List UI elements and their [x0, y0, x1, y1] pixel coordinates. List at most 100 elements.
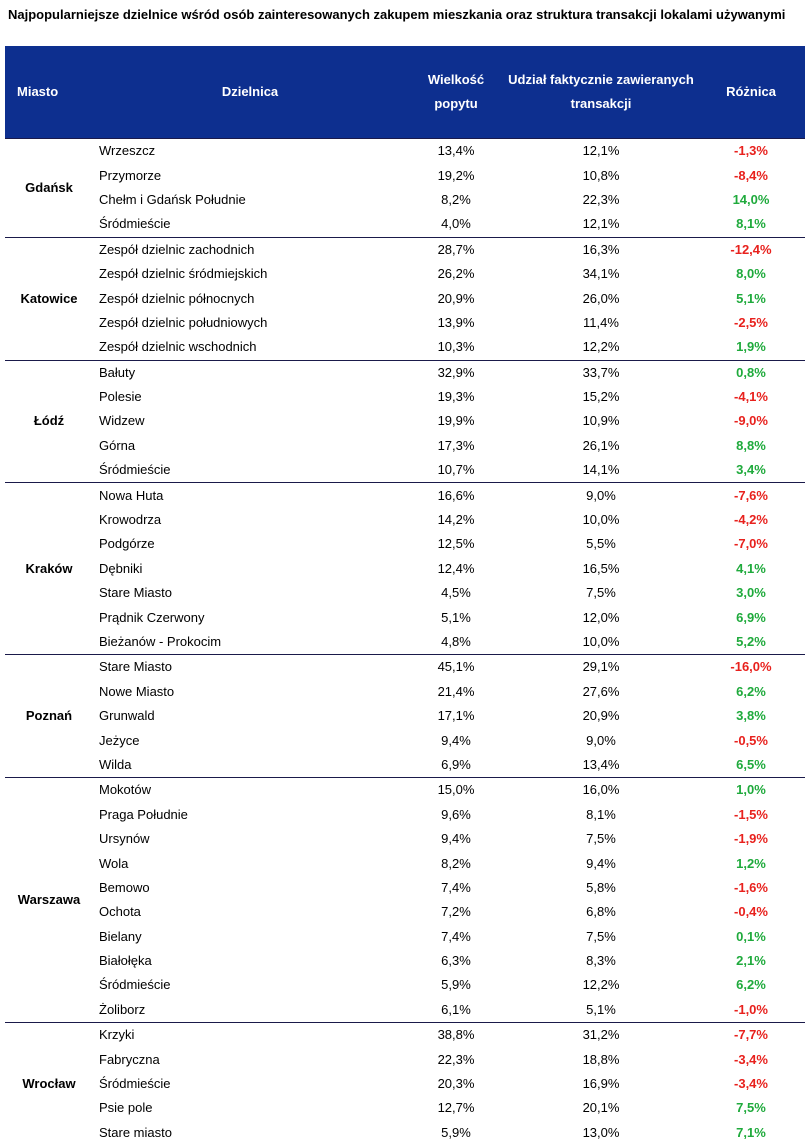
share-cell: 16,9%	[582, 1076, 620, 1092]
table-row: Stare miasto 5,9% 13,0% 7,1%	[5, 1121, 805, 1145]
difference-cell: -12,4%	[697, 236, 805, 262]
district-cell: Psie pole	[99, 1100, 153, 1116]
difference-cell: 4,1%	[736, 560, 766, 576]
table-row: Krowodrza 14,2% 10,0% -4,2%	[5, 508, 805, 532]
share-cell: 22,3%	[582, 191, 620, 207]
difference-cell: -3,4%	[734, 1051, 768, 1067]
table-row: Katowice Zespół dzielnic zachodnich 28,7% 1…	[5, 236, 805, 361]
share-cell: 7,5%	[586, 928, 616, 944]
demand-cell: 7,4%	[441, 879, 471, 895]
demand-cell: 19,2%	[437, 167, 475, 183]
district-cell: Stare Miasto	[99, 585, 172, 601]
table-title: Najpopularniejsze dzielnice wśród osób z…	[8, 7, 786, 22]
table-row: Górna 17,3% 26,1% 8,8%	[5, 434, 805, 458]
demand-cell: 5,9%	[441, 1124, 471, 1140]
demand-cell: 9,6%	[441, 806, 471, 822]
table-row: Chełm i Gdańsk Południe 8,2% 22,3% 14,0%	[5, 188, 805, 212]
table-row: Zespół dzielnic południowych 13,9% 11,4% -2…	[5, 311, 805, 335]
share-cell: 10,0%	[582, 634, 620, 649]
demand-cell: 8,2%	[441, 855, 471, 871]
table-row: Śródmieście 4,0% 12,1% 8,1%	[5, 212, 805, 237]
district-cell: Wilda	[99, 756, 132, 772]
share-cell: 18,8%	[582, 1051, 620, 1067]
demand-cell: 6,3%	[441, 953, 471, 969]
demand-cell: 9,4%	[441, 831, 471, 847]
share-cell: 13,0%	[582, 1124, 620, 1140]
demand-cell: 4,8%	[441, 634, 471, 649]
city-cell: Poznań	[5, 654, 93, 778]
difference-cell: 3,4%	[736, 462, 766, 478]
share-cell: 33,7%	[505, 359, 697, 385]
district-cell: Stare miasto	[99, 1124, 172, 1140]
district-cell: Bałuty	[93, 359, 407, 385]
difference-cell: -7,7%	[697, 1022, 805, 1048]
share-cell: 20,1%	[582, 1100, 620, 1116]
share-cell: 5,8%	[586, 879, 616, 895]
district-cell: Bieżanów - Prokocim	[99, 634, 222, 649]
difference-cell: 1,0%	[697, 777, 805, 803]
difference-cell: 5,1%	[736, 290, 766, 306]
district-cell: Widzew	[99, 413, 145, 429]
share-cell: 12,0%	[582, 609, 620, 625]
district-cell: Chełm i Gdańsk Południe	[99, 191, 246, 207]
table-row: Praga Południe 9,6% 8,1% -1,5%	[5, 803, 805, 827]
share-cell: 15,2%	[582, 389, 620, 405]
district-cell: Podgórze	[99, 536, 155, 552]
table-row: Kraków Nowa Huta 16,6% 9,0% -7,6%	[5, 482, 805, 655]
share-cell: 9,4%	[586, 855, 616, 871]
share-cell: 29,1%	[505, 654, 697, 680]
difference-cell: -1,3%	[697, 138, 805, 164]
city-cell: Łódź	[5, 359, 93, 483]
table-row: Wola 8,2% 9,4% 1,2%	[5, 851, 805, 875]
table-row: Polesie 19,3% 15,2% -4,1%	[5, 385, 805, 409]
column-header-dzielnica: Dzielnica	[93, 46, 407, 139]
column-header-miasto: Miasto	[5, 46, 93, 139]
district-cell: Prądnik Czerwony	[99, 609, 205, 625]
city-cell: Kraków	[5, 482, 93, 655]
city-cell: Katowice	[5, 236, 93, 361]
demand-cell: 15,0%	[407, 777, 505, 803]
table-row: Przymorze 19,2% 10,8% -8,4%	[5, 163, 805, 187]
district-cell: Śródmieście	[99, 977, 171, 993]
table-row: Widzew 19,9% 10,9% -9,0%	[5, 409, 805, 433]
difference-cell: -1,5%	[734, 806, 768, 822]
share-cell: 5,1%	[586, 1001, 616, 1017]
difference-cell: -2,5%	[734, 314, 768, 330]
city-group: Poznań Stare Miasto 45,1% 29,1% -16,0% Nowe M…	[5, 654, 805, 778]
difference-cell: 0,8%	[697, 359, 805, 385]
city-cell: Gdańsk	[5, 138, 93, 238]
share-cell: 16,3%	[505, 236, 697, 262]
share-cell: 16,5%	[582, 560, 620, 576]
table-row: Zespół dzielnic śródmiejskich 26,2% 34,1% 8…	[5, 262, 805, 286]
share-cell: 10,9%	[582, 413, 620, 429]
district-cell: Górna	[99, 437, 136, 453]
share-cell: 6,8%	[586, 904, 616, 920]
difference-cell: -4,1%	[734, 389, 768, 405]
district-cell: Śródmieście	[99, 1076, 171, 1092]
city-cell: Wrocław	[5, 1022, 93, 1145]
table-row: Śródmieście 10,7% 14,1% 3,4%	[5, 458, 805, 483]
district-cell: Polesie	[99, 389, 142, 405]
table-row: Wilda 6,9% 13,4% 6,5%	[5, 753, 805, 778]
demand-cell: 28,7%	[407, 236, 505, 262]
share-cell: 27,6%	[582, 683, 620, 699]
demand-cell: 10,3%	[437, 339, 475, 355]
table-row: Poznań Stare Miasto 45,1% 29,1% -16,0%	[5, 654, 805, 778]
share-cell: 12,1%	[582, 216, 620, 232]
difference-cell: -8,4%	[734, 167, 768, 183]
table-row: Jeżyce 9,4% 9,0% -0,5%	[5, 728, 805, 752]
table-row: Fabryczna 22,3% 18,8% -3,4%	[5, 1047, 805, 1071]
difference-cell: 8,0%	[736, 266, 766, 282]
district-cell: Fabryczna	[99, 1051, 160, 1067]
difference-cell: -7,0%	[734, 536, 768, 552]
table-row: Stare Miasto 4,5% 7,5% 3,0%	[5, 581, 805, 605]
share-cell: 26,1%	[582, 437, 620, 453]
table-row: Żoliborz 6,1% 5,1% -1,0%	[5, 998, 805, 1023]
district-cell: Ursynów	[99, 831, 150, 847]
demand-cell: 17,3%	[437, 437, 475, 453]
table-row: Grunwald 17,1% 20,9% 3,8%	[5, 704, 805, 728]
district-cell: Krzyki	[93, 1022, 407, 1048]
demand-cell: 4,5%	[441, 585, 471, 601]
district-cell: Zespół dzielnic północnych	[99, 290, 255, 306]
table-row: Śródmieście 20,3% 16,9% -3,4%	[5, 1072, 805, 1096]
